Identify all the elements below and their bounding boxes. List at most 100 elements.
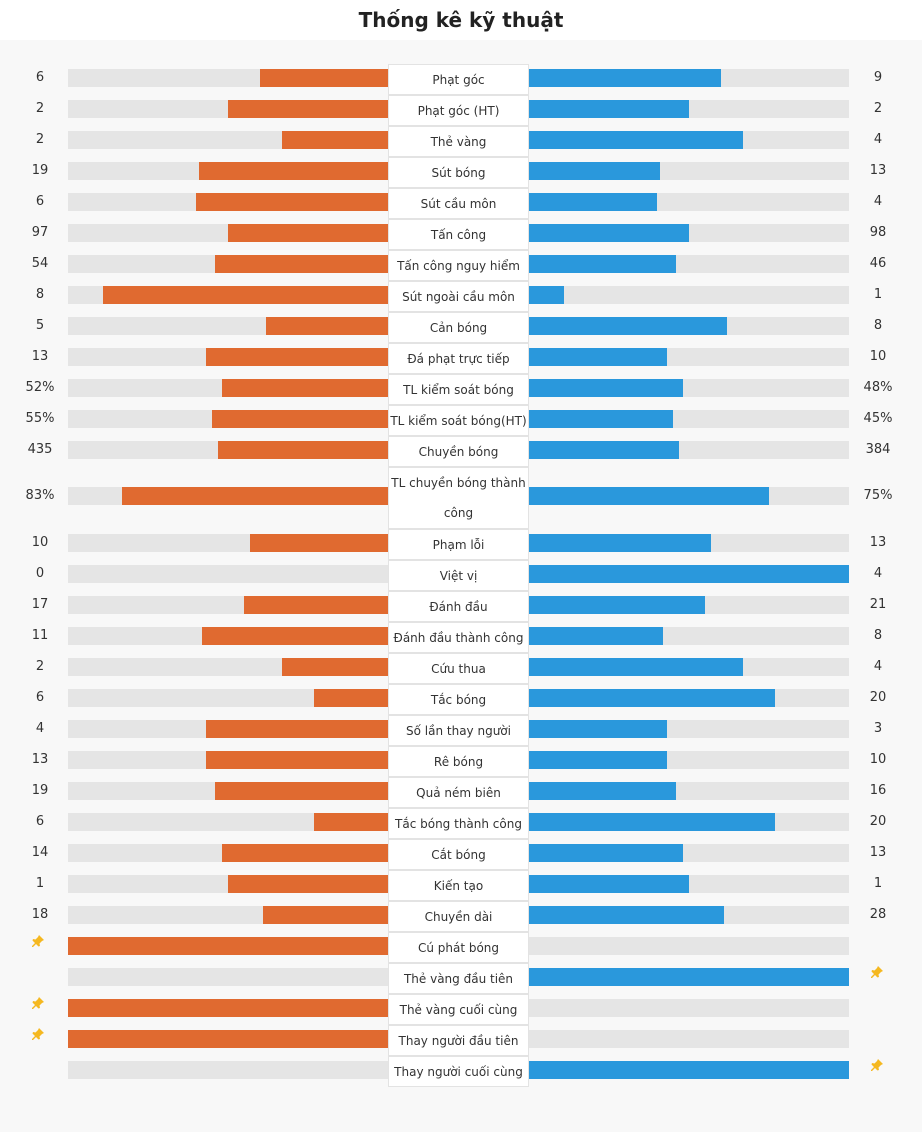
away-bar-track bbox=[529, 534, 849, 552]
stat-row: 2 Cứu thua 4 bbox=[0, 653, 922, 684]
stat-label: Số lần thay người bbox=[388, 715, 529, 746]
home-value: 4 bbox=[35, 721, 45, 736]
home-bar-track bbox=[68, 193, 388, 211]
away-value: 3 bbox=[873, 721, 883, 736]
home-bar-track bbox=[68, 1030, 388, 1048]
stat-label: Rê bóng bbox=[388, 746, 529, 777]
home-value: 6 bbox=[35, 814, 45, 829]
home-value: 19 bbox=[31, 163, 49, 178]
stat-row: 8 Sút ngoài cầu môn 1 bbox=[0, 281, 922, 312]
stat-label: TL chuyền bóng thành công bbox=[388, 467, 529, 529]
home-bar bbox=[228, 224, 388, 242]
away-bar bbox=[529, 224, 689, 242]
home-bar bbox=[103, 286, 388, 304]
home-bar-track bbox=[68, 813, 388, 831]
away-bar bbox=[529, 782, 676, 800]
away-bar-track bbox=[529, 596, 849, 614]
away-bar-track bbox=[529, 286, 849, 304]
home-bar bbox=[222, 844, 388, 862]
stat-label: Quả ném biên bbox=[388, 777, 529, 808]
stat-row: 2 Phạt góc (HT) 2 bbox=[0, 95, 922, 126]
home-value: 17 bbox=[31, 597, 49, 612]
home-value: 83% bbox=[25, 488, 55, 503]
home-bar-track bbox=[68, 69, 388, 87]
stat-label: Phạm lỗi bbox=[388, 529, 529, 560]
stat-label: TL kiểm soát bóng(HT) bbox=[388, 405, 529, 436]
away-bar bbox=[529, 689, 775, 707]
home-bar-track bbox=[68, 1061, 388, 1079]
home-bar-track bbox=[68, 782, 388, 800]
away-value: 28 bbox=[869, 907, 887, 922]
stat-label: Thẻ vàng đầu tiên bbox=[388, 963, 529, 994]
away-bar bbox=[529, 317, 727, 335]
stat-label: Chuyền bóng bbox=[388, 436, 529, 467]
away-bar-track bbox=[529, 751, 849, 769]
away-bar-track bbox=[529, 224, 849, 242]
stat-label: Thay người đầu tiên bbox=[388, 1025, 529, 1056]
home-bar-track bbox=[68, 100, 388, 118]
home-value: 5 bbox=[35, 318, 45, 333]
away-bar-track bbox=[529, 131, 849, 149]
away-bar bbox=[529, 720, 667, 738]
home-bar bbox=[244, 596, 388, 614]
home-bar bbox=[228, 875, 388, 893]
away-bar bbox=[529, 627, 663, 645]
home-value: 18 bbox=[31, 907, 49, 922]
away-bar bbox=[529, 968, 849, 986]
stat-label: Đánh đầu thành công bbox=[388, 622, 529, 653]
home-bar bbox=[260, 69, 388, 87]
away-value: 21 bbox=[869, 597, 887, 612]
home-value: 52% bbox=[25, 380, 55, 395]
away-value: 2 bbox=[873, 101, 883, 116]
pin-icon bbox=[28, 996, 48, 1014]
stat-label: Tấn công nguy hiểm bbox=[388, 250, 529, 281]
away-bar bbox=[529, 100, 689, 118]
home-bar-track bbox=[68, 844, 388, 862]
away-bar bbox=[529, 534, 711, 552]
away-bar-track bbox=[529, 317, 849, 335]
away-bar-track bbox=[529, 441, 849, 459]
away-value: 4 bbox=[873, 132, 883, 147]
home-bar-track bbox=[68, 255, 388, 273]
stat-label: Việt vị bbox=[388, 560, 529, 591]
home-bar-track bbox=[68, 286, 388, 304]
away-bar-track bbox=[529, 565, 849, 583]
away-value: 16 bbox=[869, 783, 887, 798]
away-value: 4 bbox=[873, 194, 883, 209]
home-bar bbox=[206, 751, 388, 769]
home-bar bbox=[212, 410, 388, 428]
stat-label: Tắc bóng bbox=[388, 684, 529, 715]
stat-row: Thay người cuối cùng bbox=[0, 1056, 922, 1087]
away-bar-track bbox=[529, 968, 849, 986]
pin-icon bbox=[28, 1027, 48, 1045]
home-bar bbox=[314, 813, 388, 831]
away-value: 13 bbox=[869, 535, 887, 550]
away-bar-track bbox=[529, 379, 849, 397]
away-value: 8 bbox=[873, 628, 883, 643]
away-bar-track bbox=[529, 689, 849, 707]
stat-label: Thay người cuối cùng bbox=[388, 1056, 529, 1087]
home-value: 6 bbox=[35, 690, 45, 705]
away-bar-track bbox=[529, 348, 849, 366]
away-bar-track bbox=[529, 410, 849, 428]
stat-row: Thẻ vàng cuối cùng bbox=[0, 994, 922, 1025]
home-bar bbox=[266, 317, 388, 335]
stat-row: Thẻ vàng đầu tiên bbox=[0, 963, 922, 994]
away-bar bbox=[529, 813, 775, 831]
away-bar-track bbox=[529, 1061, 849, 1079]
stat-label: Cứu thua bbox=[388, 653, 529, 684]
stat-label: Kiến tạo bbox=[388, 870, 529, 901]
away-bar-track bbox=[529, 999, 849, 1017]
home-bar bbox=[218, 441, 388, 459]
home-bar bbox=[263, 906, 388, 924]
stat-label: Đánh đầu bbox=[388, 591, 529, 622]
away-bar-track bbox=[529, 844, 849, 862]
away-bar bbox=[529, 286, 564, 304]
stat-row: Cú phát bóng bbox=[0, 932, 922, 963]
home-bar-track bbox=[68, 410, 388, 428]
home-value: 19 bbox=[31, 783, 49, 798]
away-bar-track bbox=[529, 100, 849, 118]
stat-label: TL kiểm soát bóng bbox=[388, 374, 529, 405]
stat-row: Thay người đầu tiên bbox=[0, 1025, 922, 1056]
home-bar bbox=[199, 162, 388, 180]
